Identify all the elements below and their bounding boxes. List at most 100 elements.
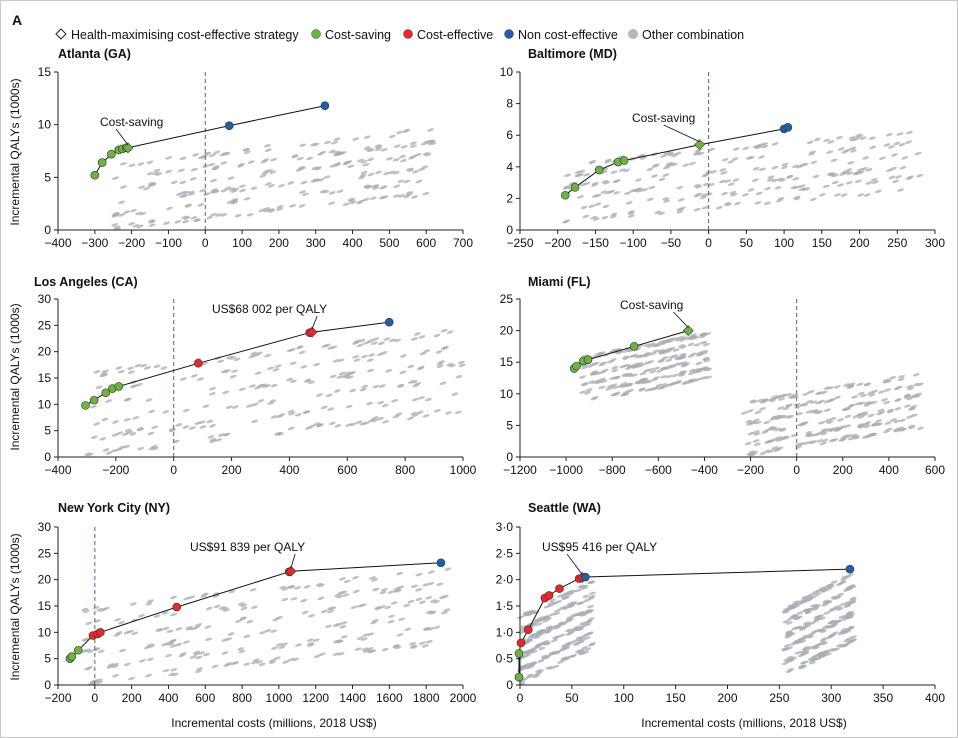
other-point (598, 351, 606, 355)
other-point (311, 166, 319, 171)
other-point (543, 604, 551, 609)
other-point (690, 352, 698, 356)
other-point (313, 362, 321, 367)
other-point (252, 658, 260, 662)
other-point (276, 205, 284, 209)
other-point (890, 166, 897, 171)
other-point (535, 630, 543, 634)
other-point (858, 425, 865, 429)
other-point (338, 577, 346, 581)
y-tick-label: 15 (38, 65, 52, 79)
other-point (397, 384, 405, 388)
x-axis-title-left: Incremental costs (millions, 2018 US$) (171, 716, 376, 730)
other-point (349, 388, 357, 393)
other-point (147, 431, 155, 436)
other-point (783, 658, 791, 662)
other-point (270, 157, 277, 162)
other-point (833, 428, 841, 432)
other-point (359, 387, 367, 392)
other-point (852, 137, 860, 141)
other-point (764, 186, 772, 191)
other-point (355, 420, 363, 424)
other-point (246, 619, 254, 624)
other-point (537, 659, 545, 663)
other-point (240, 603, 248, 608)
other-point (366, 401, 373, 406)
y-tick-label: 20 (38, 345, 52, 359)
other-point (240, 606, 248, 611)
other-point (677, 344, 685, 348)
other-point (139, 211, 147, 216)
other-point (287, 426, 295, 431)
other-point (600, 190, 608, 194)
other-point (298, 350, 306, 355)
other-point (566, 590, 574, 594)
other-point (767, 449, 775, 454)
y-tick-label: 15 (500, 355, 514, 369)
other-point (124, 397, 132, 402)
other-point (255, 660, 263, 664)
other-point (845, 611, 853, 615)
effective-point (523, 625, 533, 635)
other-point (227, 176, 235, 180)
other-point (209, 386, 216, 391)
other-point (625, 201, 633, 205)
other-point (874, 189, 882, 194)
other-point (403, 194, 411, 199)
x-tick-label: 100 (232, 236, 252, 250)
other-point (205, 637, 213, 642)
other-point (861, 435, 869, 439)
other-point (206, 215, 213, 220)
other-point (147, 644, 155, 648)
chart-panel-2: Baltimore (MD)−250 −200 −150 −100 −50 0 50 100 1… (500, 47, 946, 250)
other-point (818, 616, 826, 621)
y-tick-label: 5 (44, 170, 51, 184)
other-point (370, 341, 378, 345)
other-point (317, 583, 325, 588)
other-point (545, 626, 553, 630)
other-point (314, 166, 322, 171)
other-point (766, 178, 774, 182)
other-point (101, 417, 109, 422)
y-tick-label: 0 (44, 450, 51, 464)
other-point (383, 171, 391, 176)
other-point (282, 660, 290, 664)
other-point (259, 174, 267, 178)
y-tick-label: 10 (500, 387, 514, 401)
annotation-text: Cost-saving (100, 115, 163, 129)
y-tick-label: 20 (38, 573, 52, 587)
other-point (771, 165, 779, 170)
other-point (865, 181, 873, 185)
other-point (586, 609, 594, 613)
other-point (409, 141, 417, 145)
other-point (289, 204, 296, 208)
other-point (581, 646, 589, 650)
other-point (163, 221, 171, 225)
other-point (114, 617, 122, 622)
other-point (142, 186, 150, 191)
other-point (794, 651, 802, 655)
other-point (701, 206, 709, 210)
efficiency-frontier-line (564, 126, 789, 196)
other-point (826, 420, 834, 425)
other-point (791, 626, 799, 631)
other-point (750, 400, 758, 404)
other-point (145, 602, 153, 606)
other-point (563, 595, 570, 600)
other-point (386, 157, 393, 161)
other-point (446, 362, 454, 367)
other-point (754, 420, 762, 425)
other-point (700, 376, 708, 380)
other-point (647, 367, 654, 372)
other-point (352, 355, 360, 359)
other-point (175, 192, 183, 196)
other-point (601, 368, 609, 373)
other-point (547, 601, 555, 606)
other-point (802, 392, 810, 396)
other-point (361, 384, 369, 389)
other-point (814, 656, 822, 661)
other-point (226, 200, 234, 204)
other-point (137, 162, 145, 166)
x-tick-label: 600 (195, 691, 215, 705)
other-point (423, 626, 430, 631)
